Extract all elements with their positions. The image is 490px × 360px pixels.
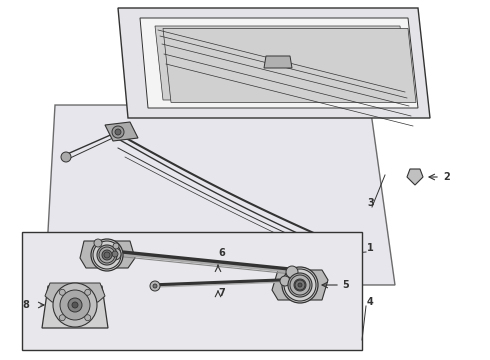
Circle shape	[150, 281, 160, 291]
Circle shape	[72, 302, 78, 308]
Circle shape	[59, 315, 65, 321]
Circle shape	[112, 126, 124, 138]
Polygon shape	[140, 18, 418, 108]
Text: 2: 2	[443, 172, 450, 182]
Circle shape	[298, 283, 302, 287]
Circle shape	[94, 239, 102, 247]
Circle shape	[295, 280, 305, 290]
Bar	[22, 232, 362, 350]
Circle shape	[294, 279, 306, 291]
Polygon shape	[105, 122, 138, 141]
Circle shape	[99, 247, 115, 263]
Polygon shape	[407, 169, 423, 185]
Circle shape	[93, 241, 121, 269]
Text: 4: 4	[367, 297, 374, 307]
Circle shape	[59, 289, 65, 295]
Circle shape	[53, 283, 97, 327]
Circle shape	[282, 267, 318, 303]
Circle shape	[338, 249, 346, 257]
Polygon shape	[45, 283, 105, 302]
Circle shape	[153, 284, 157, 288]
Circle shape	[61, 152, 71, 162]
Circle shape	[328, 239, 356, 267]
Circle shape	[85, 315, 91, 321]
Polygon shape	[45, 105, 395, 285]
Text: 5: 5	[342, 280, 349, 290]
Polygon shape	[155, 26, 408, 100]
Text: 8: 8	[22, 300, 29, 310]
Circle shape	[112, 251, 118, 257]
Circle shape	[60, 290, 90, 320]
Polygon shape	[42, 286, 108, 328]
Polygon shape	[118, 8, 430, 118]
Text: 6: 6	[218, 248, 225, 258]
Circle shape	[91, 239, 123, 271]
Text: 1: 1	[367, 243, 374, 253]
Circle shape	[68, 298, 82, 312]
Polygon shape	[163, 28, 416, 102]
Text: 3: 3	[367, 198, 374, 208]
Circle shape	[333, 244, 351, 262]
Circle shape	[97, 245, 117, 265]
Circle shape	[115, 129, 121, 135]
Circle shape	[284, 269, 316, 301]
Polygon shape	[264, 56, 292, 68]
Circle shape	[104, 252, 110, 258]
Circle shape	[85, 289, 91, 295]
Circle shape	[286, 266, 298, 278]
Circle shape	[102, 250, 112, 260]
Circle shape	[113, 243, 119, 249]
Circle shape	[109, 248, 121, 260]
Polygon shape	[272, 270, 328, 300]
Text: 7: 7	[218, 288, 225, 298]
Circle shape	[280, 276, 290, 286]
Polygon shape	[80, 241, 135, 268]
Circle shape	[290, 275, 310, 295]
Circle shape	[288, 273, 312, 297]
